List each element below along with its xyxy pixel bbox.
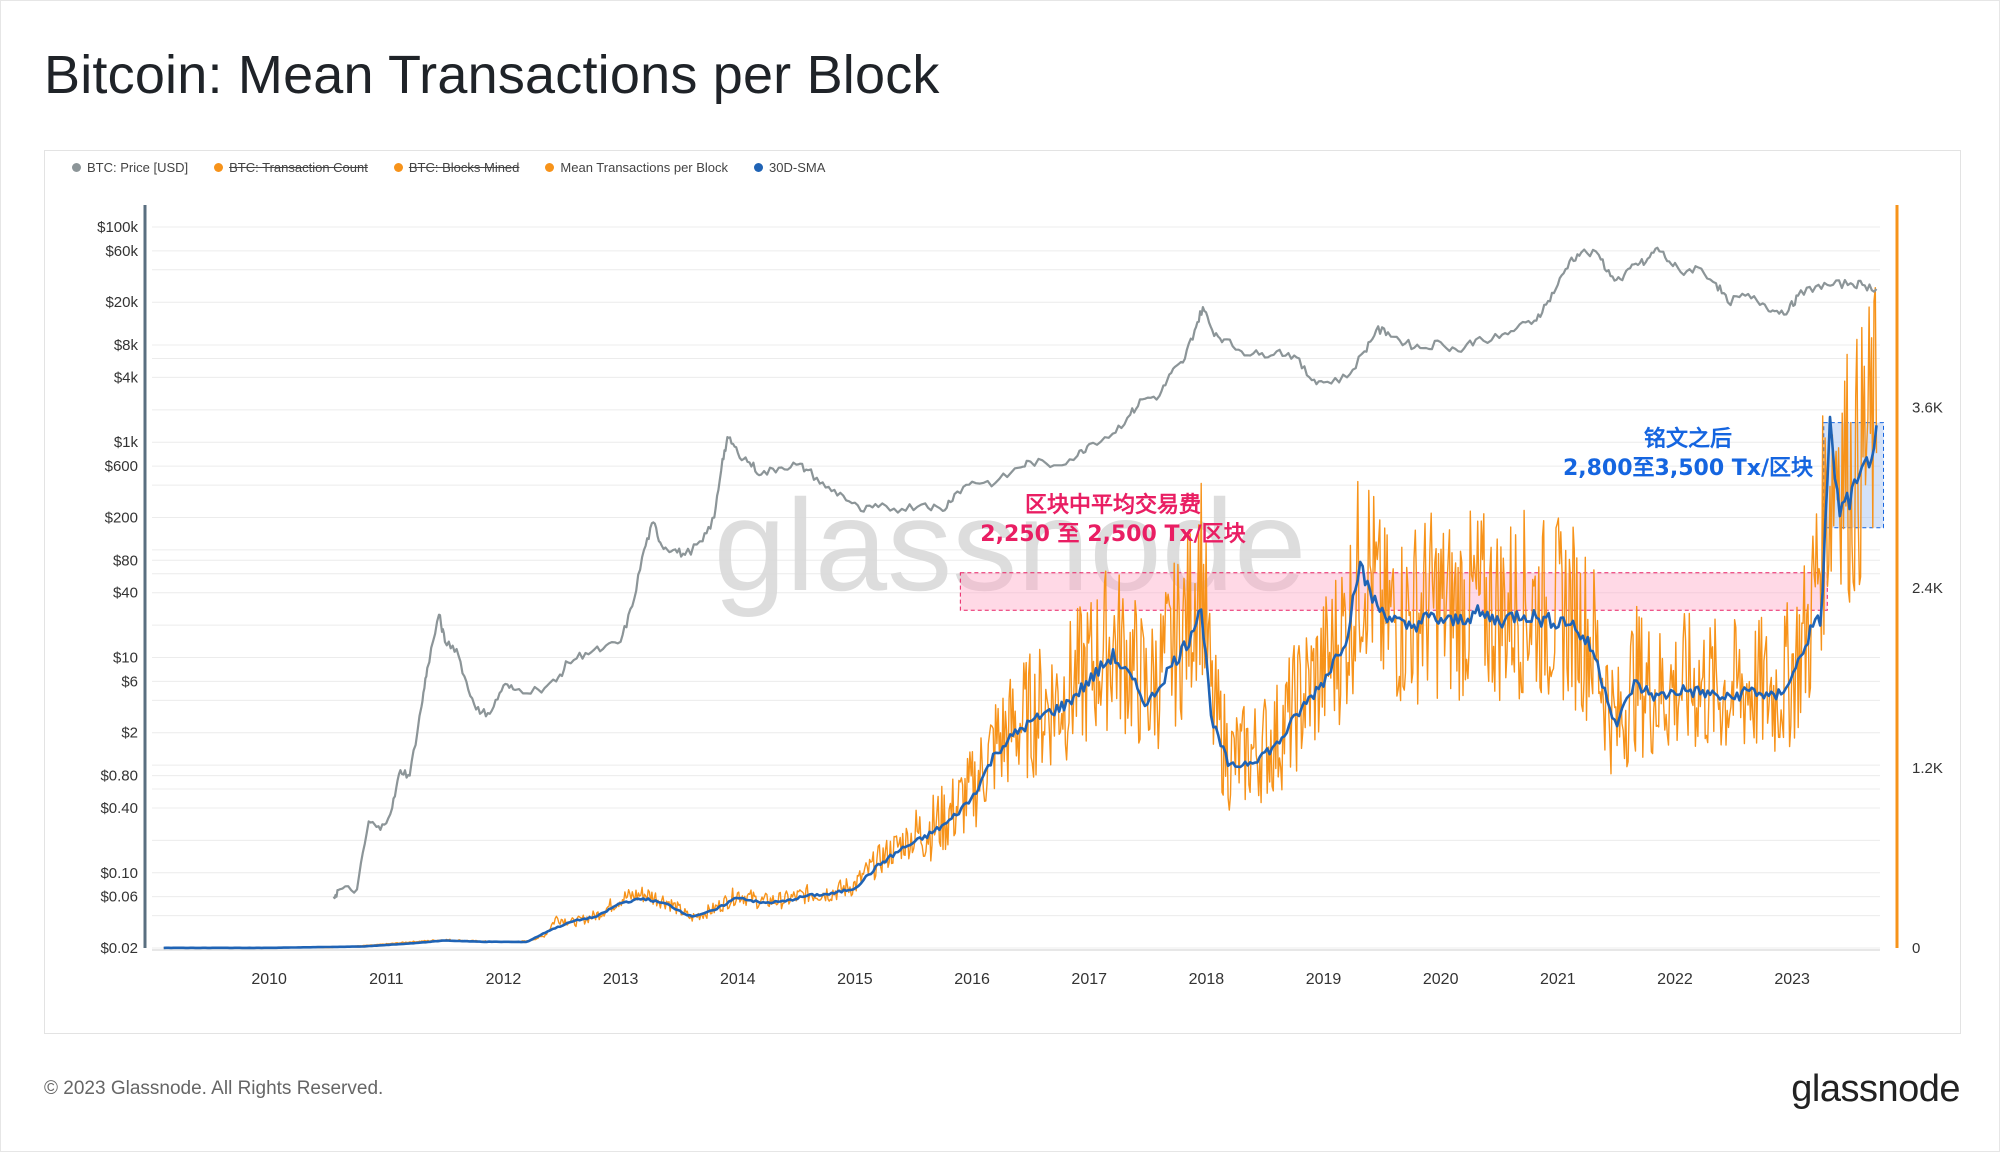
left-axis-tick-label: $1k xyxy=(114,434,139,451)
left-axis-tick-label: $20k xyxy=(105,294,138,311)
x-axis-tick-label: 2011 xyxy=(369,971,404,988)
legend-label: BTC: Price [USD] xyxy=(87,160,189,175)
btc-price-line xyxy=(332,246,1878,900)
axes-group: $100k $60k $20k $8k $4k $1k $600 $200 $80 $40 $10 $… xyxy=(97,205,1943,988)
right-axis-tick-label: 3.6K xyxy=(1912,400,1943,417)
legend-dot-icon xyxy=(754,163,764,172)
left-axis-tick-label: $0.40 xyxy=(100,800,138,817)
legend-dot-icon xyxy=(545,163,555,172)
left-axis-tick-label: $200 xyxy=(105,509,138,526)
left-axis-tick-label: $0.02 xyxy=(100,940,138,957)
x-axis-tick-label: 2012 xyxy=(486,971,522,988)
left-axis-tick-label: $10 xyxy=(113,650,138,667)
legend-item[interactable]: Mean Transactions per Block xyxy=(545,160,728,175)
annotation-title-post: 铭文之后 xyxy=(1644,426,1732,452)
footer-copyright: © 2023 Glassnode. All Rights Reserved. xyxy=(44,1078,384,1099)
legend-dot-icon xyxy=(393,163,403,172)
annotation-labels: 区块中平均交易费 2,250 至 2,500 Tx/区块 铭文之后 2,800至3,5… xyxy=(980,426,1814,547)
left-axis-tick-label: $0.80 xyxy=(100,768,138,785)
sma-30d-line xyxy=(163,415,1878,950)
x-axis-tick-label: 2020 xyxy=(1423,971,1459,988)
x-axis-tick-label: 2018 xyxy=(1189,971,1225,988)
legend-item[interactable]: BTC: Price [USD] xyxy=(72,160,188,175)
x-axis-tick-label: 2015 xyxy=(837,971,873,988)
right-axis-tick-label: 0 xyxy=(1912,940,1920,957)
x-axis-tick-label: 2017 xyxy=(1071,971,1107,988)
legend-item[interactable]: BTC: Blocks Mined xyxy=(393,160,520,175)
legend-dot-icon xyxy=(72,163,81,172)
gridlines xyxy=(152,226,1880,949)
x-axis-tick-label: 2021 xyxy=(1540,971,1576,988)
series-group xyxy=(163,205,1899,950)
left-axis-tick-label: $80 xyxy=(113,552,138,569)
left-axis-tick-label: $0.06 xyxy=(100,889,138,906)
left-axis-tick-label: $2 xyxy=(121,725,138,742)
legend-item[interactable]: BTC: Transaction Count xyxy=(214,160,368,175)
left-axis-tick-label: $8k xyxy=(114,337,139,354)
watermark-text: glassnode xyxy=(714,472,1307,618)
left-axis-tick-label: $6 xyxy=(121,673,138,690)
x-axis-tick-label: 2014 xyxy=(720,971,756,988)
glassnode-logo[interactable]: glassnode xyxy=(1791,1068,1960,1110)
left-axis-tick-label: $0.10 xyxy=(100,865,138,882)
x-axis-tick-label: 2023 xyxy=(1774,971,1810,988)
legend-label: BTC: Transaction Count xyxy=(229,160,368,175)
annotation-title-pre: 区块中平均交易费 xyxy=(1025,492,1201,518)
legend-label: Mean Transactions per Block xyxy=(560,160,729,175)
legend-label: 30D-SMA xyxy=(769,160,826,175)
left-axis-tick-label: $40 xyxy=(113,585,138,602)
x-axis-tick-label: 2019 xyxy=(1306,971,1342,988)
x-axis-tick-label: 2013 xyxy=(603,971,639,988)
chart-legend: BTC: Price [USD] BTC: Transaction Count BT… xyxy=(72,160,825,175)
legend-dot-icon xyxy=(214,163,224,172)
legend-label: BTC: Blocks Mined xyxy=(408,160,520,175)
page-title: Bitcoin: Mean Transactions per Block xyxy=(44,45,940,105)
left-axis-tick-label: $4k xyxy=(114,369,139,386)
chart-frame xyxy=(44,150,1961,1034)
left-axis-tick-label: $100k xyxy=(97,219,138,236)
x-axis-tick-label: 2022 xyxy=(1657,971,1693,988)
x-axis-tick-label: 2016 xyxy=(954,971,990,988)
left-axis-tick-label: $60k xyxy=(105,243,138,260)
right-axis-tick-label: 1.2K xyxy=(1912,760,1943,777)
legend-item[interactable]: 30D-SMA xyxy=(754,160,825,175)
right-axis-tick-label: 2.4K xyxy=(1912,580,1943,597)
annotation-range-post: 2,800至3,500 Tx/区块 xyxy=(1563,456,1814,481)
annotation-range-pre: 2,250 至 2,500 Tx/区块 xyxy=(980,522,1246,547)
x-axis-tick-label: 2010 xyxy=(251,971,287,988)
left-axis-tick-label: $600 xyxy=(105,458,138,475)
